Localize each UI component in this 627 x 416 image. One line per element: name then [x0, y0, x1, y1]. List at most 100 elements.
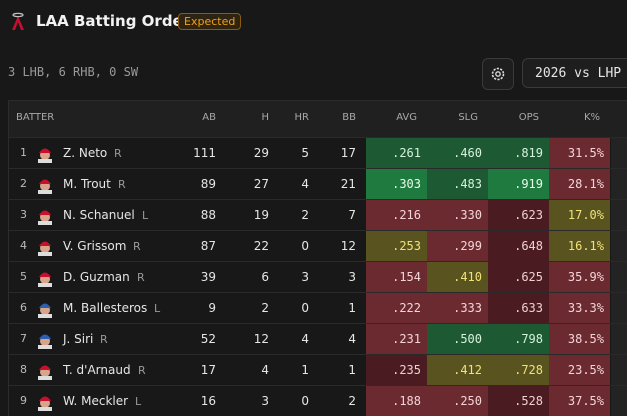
header-row: BATTER AB H HR BB AVG SLG OPS K% — [9, 101, 627, 137]
column-header: H — [261, 112, 269, 123]
rate-cell: 37.5% — [549, 386, 610, 416]
rate-cell: .528 — [488, 386, 549, 416]
stat-ab: 39 — [200, 270, 216, 284]
batter-name: M. Trout — [63, 177, 111, 191]
avatar — [38, 210, 52, 225]
stat-hr: 0 — [301, 301, 309, 315]
rate-cell: .222 — [366, 293, 427, 324]
column-header: AVG — [396, 112, 417, 123]
stat-ab: 111 — [193, 146, 216, 160]
batter-hand: L — [135, 395, 142, 408]
stat-ab: 9 — [208, 301, 216, 315]
stat-ab: 88 — [200, 208, 216, 222]
avatar — [38, 303, 52, 318]
batter-row: 1 Z. Neto R 111 29 5 17 .261.460.819 31.5% — [9, 137, 627, 169]
rate-cell: .333 — [427, 293, 488, 324]
avatar — [38, 396, 52, 411]
column-header: OPS — [518, 112, 539, 123]
next-column — [611, 355, 627, 386]
stat-ab: 16 — [200, 394, 216, 408]
badge: Expected — [178, 13, 242, 30]
batter-row: 8 T. d'Arnaud R 17 4 1 1 .235.412.728 23.5% — [9, 354, 627, 386]
rate-cell: .250 — [427, 386, 488, 416]
rate-cell: .231 — [366, 324, 427, 355]
column-header: BB — [342, 112, 356, 123]
order: 6 — [20, 301, 27, 314]
rate-cell: .728 — [488, 355, 549, 386]
rate-cell: 28.1% — [549, 169, 610, 200]
batter-name: V. Grissom — [63, 239, 127, 253]
title: LAA Batting Order — [36, 12, 191, 30]
stat-ab: 17 — [200, 363, 216, 377]
stat-ab: 52 — [200, 332, 216, 346]
stat-bb: 2 — [348, 394, 356, 408]
next-column — [611, 169, 627, 200]
rate-cell: 23.5% — [549, 355, 610, 386]
stat-hr: 5 — [301, 146, 309, 160]
batter-row: 9 W. Meckler L 16 3 0 2 .188.250.528 37.5% — [9, 385, 627, 416]
batter-row: 5 D. Guzman R 39 6 3 3 .154.410.625 35.9% — [9, 261, 627, 293]
stat-h: 4 — [261, 363, 269, 377]
column-header: AB — [202, 112, 216, 123]
next-column — [611, 386, 627, 416]
split-select[interactable]: 2026 vs LHP — [522, 58, 627, 88]
stat-hr: 2 — [301, 208, 309, 222]
stat-bb: 17 — [340, 146, 356, 160]
stat-h: 2 — [261, 301, 269, 315]
column-header: HR — [294, 112, 309, 123]
order: 3 — [20, 208, 27, 221]
order: 8 — [20, 363, 27, 376]
stat-bb: 7 — [348, 208, 356, 222]
batter-name: Z. Neto — [63, 146, 108, 160]
rate-cell: .188 — [366, 386, 427, 416]
rate-cell: .460 — [427, 138, 488, 169]
batter-name: D. Guzman — [63, 270, 130, 284]
rate-cell: .253 — [366, 231, 427, 262]
stat-h: 22 — [253, 239, 269, 253]
batting-table: BATTER AB H HR BB AVG SLG OPS K% 1 Z. Neto R 111 29 5 1… — [8, 100, 627, 416]
rate-cell: 33.3% — [549, 293, 610, 324]
stat-h: 3 — [261, 394, 269, 408]
batter-hand: R — [133, 240, 141, 253]
stat-hr: 3 — [301, 270, 309, 284]
avatar — [38, 334, 52, 349]
order: 1 — [20, 146, 27, 159]
batter-row: 7 J. Siri R 52 12 4 4 .231.500.798 38.5% — [9, 323, 627, 355]
batter-hand: R — [114, 147, 122, 160]
stat-hr: 4 — [301, 177, 309, 191]
stat-h: 12 — [253, 332, 269, 346]
rate-cell: .633 — [488, 293, 549, 324]
next-column — [611, 138, 627, 169]
handedness-summary: 3 LHB, 6 RHB, 0 SW — [8, 65, 139, 79]
batter-hand: L — [154, 302, 161, 315]
team-logo — [12, 12, 24, 30]
rate-cell: .261 — [366, 138, 427, 169]
rate-cell: .648 — [488, 231, 549, 262]
stat-bb: 1 — [348, 301, 356, 315]
stat-hr: 4 — [301, 332, 309, 346]
rate-cell: 38.5% — [549, 324, 610, 355]
rate-cell: .330 — [427, 200, 488, 231]
rate-cell: .235 — [366, 355, 427, 386]
stat-bb: 1 — [348, 363, 356, 377]
settings-button[interactable] — [482, 58, 514, 90]
stat-h: 6 — [261, 270, 269, 284]
gear-icon — [491, 67, 505, 81]
stat-bb: 4 — [348, 332, 356, 346]
order: 7 — [20, 332, 27, 345]
rate-cell: .303 — [366, 169, 427, 200]
avatar — [38, 365, 52, 380]
stat-hr: 1 — [301, 363, 309, 377]
next-column — [611, 231, 627, 262]
batter-name: N. Schanuel — [63, 208, 135, 222]
order: 9 — [20, 394, 27, 407]
column-header: K% — [583, 112, 600, 123]
rate-cell: .798 — [488, 324, 549, 355]
rate-cell: .412 — [427, 355, 488, 386]
rate-cell: 16.1% — [549, 231, 610, 262]
rate-cell: .216 — [366, 200, 427, 231]
stat-bb: 21 — [340, 177, 356, 191]
batter-hand: R — [137, 271, 145, 284]
rate-cell: .819 — [488, 138, 549, 169]
